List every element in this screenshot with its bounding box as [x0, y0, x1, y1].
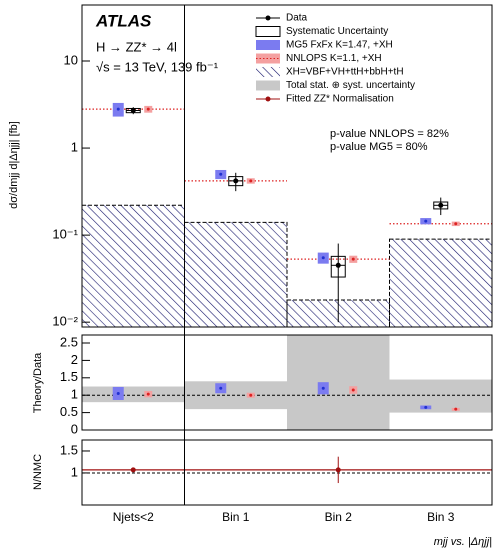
norm-point — [130, 467, 136, 473]
ratio-point — [249, 393, 253, 397]
model-point — [351, 257, 355, 261]
pvalue: p-value NNLOPS = 82% — [330, 128, 449, 140]
uncertainty-band — [82, 386, 185, 403]
panel-frame — [81, 4, 493, 328]
ratio-point — [219, 386, 223, 390]
norm-y-label: N/NMC — [32, 454, 44, 490]
y-tick-label: 1 — [71, 464, 78, 479]
model-point — [219, 172, 223, 176]
legend-key — [265, 96, 271, 102]
y-tick-label: 0.5 — [60, 404, 78, 419]
y-tick-label: 0 — [71, 421, 78, 436]
y-tick-label: 1.5 — [60, 442, 78, 457]
pvalue: p-value MG5 = 80% — [330, 141, 428, 153]
energy-label: √s = 13 TeV, 139 fb⁻¹ — [96, 59, 219, 74]
ratio-point — [454, 407, 458, 411]
y-tick-label: 10⁻¹ — [52, 227, 78, 242]
ratio-point — [351, 388, 355, 392]
xh-bar — [184, 221, 288, 328]
legend-label: Total stat. ⊕ syst. uncertainty — [286, 80, 415, 91]
model-point — [146, 107, 150, 111]
panel-frame — [81, 439, 493, 506]
y-tick-label: 10⁻² — [52, 314, 78, 329]
model-point — [116, 107, 120, 111]
legend-key — [255, 26, 281, 37]
uncertainty-band — [389, 379, 492, 413]
ratio-point — [321, 386, 325, 390]
legend-label: MG5 FxFx K=1.47, +XH — [286, 40, 393, 51]
xh-bar — [389, 238, 493, 328]
y-tick-label: 2 — [71, 352, 78, 367]
data-point — [130, 108, 136, 114]
y-tick-label: 1 — [71, 387, 78, 402]
legend-key — [256, 80, 280, 91]
uncertainty-band — [287, 335, 390, 430]
legend-label: Data — [286, 13, 308, 24]
x-axis-label: mjj vs. |Δηjj| — [434, 536, 492, 548]
ratio-point — [116, 391, 120, 395]
model-point — [454, 222, 458, 226]
ratio-point — [146, 392, 150, 396]
x-tick-label: Bin 2 — [325, 510, 353, 524]
atlas-label: ATLAS — [95, 11, 152, 30]
y-tick-label: 1.5 — [60, 369, 78, 384]
process-label: H → ZZ* → 4l — [96, 39, 177, 54]
xh-bar — [81, 204, 185, 328]
data-point — [233, 178, 239, 184]
model-point — [424, 219, 428, 223]
data-point — [335, 262, 341, 268]
legend-label: NNLOPS K=1.1, +XH — [286, 53, 382, 64]
legend-key — [265, 15, 271, 21]
x-tick-label: Bin 3 — [427, 510, 455, 524]
y-tick-label: 10 — [64, 52, 78, 67]
y-tick-label: 1 — [71, 140, 78, 155]
data-point — [438, 202, 444, 208]
legend-label: XH=VBF+VH+ttH+bbH+tH — [286, 67, 404, 78]
ratio-point — [424, 405, 428, 409]
legend-label: Systematic Uncertainty — [286, 26, 388, 37]
y-axis-label: dσ/dmjj d|Δηjj| [fb] — [8, 121, 20, 209]
legend-key — [256, 67, 280, 77]
model-point — [321, 256, 325, 260]
model-point — [249, 179, 253, 183]
y-tick-label: 2.5 — [60, 334, 78, 349]
legend-key — [256, 40, 280, 50]
ratio-y-label: Theory/Data — [32, 352, 44, 413]
x-tick-label: Bin 1 — [222, 510, 250, 524]
panel-frame — [81, 334, 493, 431]
norm-point — [335, 467, 341, 473]
x-tick-label: Njets<2 — [113, 510, 154, 524]
legend-label: Fitted ZZ* Normalisation — [286, 94, 394, 105]
